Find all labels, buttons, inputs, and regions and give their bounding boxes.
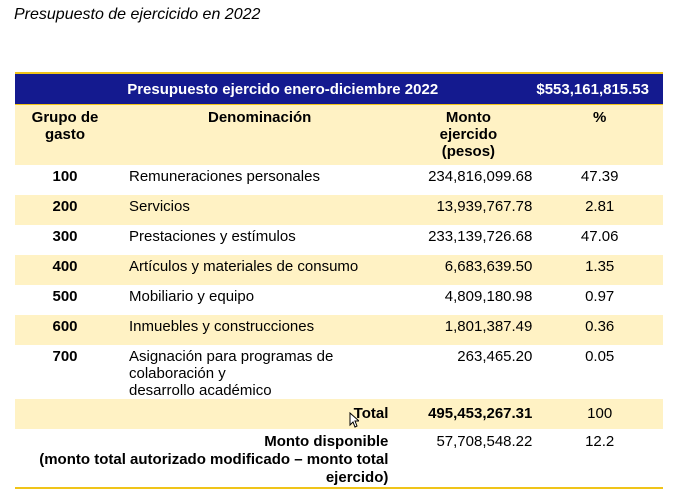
- table-row: 400 Artículos y materiales de consumo 6,…: [15, 254, 663, 285]
- column-header-amount-line2: ejercido: [439, 126, 498, 143]
- row-code: 500: [52, 287, 78, 305]
- row-name: Prestaciones y estímulos: [129, 227, 296, 245]
- row-code: 100: [52, 167, 78, 185]
- row-name: Artículos y materiales de consumo: [115, 254, 405, 285]
- row-pct: 0.97: [585, 287, 615, 305]
- row-pct: 47.06: [580, 227, 619, 245]
- row-name: Mobiliario y equipo: [129, 287, 255, 305]
- total-amount: 495,453,267.31: [404, 398, 537, 429]
- row-pct: 1.35: [536, 254, 663, 285]
- row-name-line2: desarrollo académico: [129, 381, 272, 399]
- available-pct: 12.2: [536, 428, 663, 489]
- budget-table: Presupuesto ejercido enero-diciembre 202…: [15, 72, 663, 489]
- row-amount: 263,465.20: [457, 347, 533, 365]
- table-row: 200 Servicios 13,939,767.78 2.81: [15, 194, 663, 225]
- column-header-amount: Monto ejercido (pesos): [404, 104, 537, 165]
- available-label: Monto disponible (monto total autorizado…: [15, 428, 405, 489]
- row-pct: 47.39: [580, 167, 619, 185]
- column-headers: Grupo de gasto Denominación Monto ejerci…: [15, 104, 663, 165]
- available-row: Monto disponible (monto total autorizado…: [15, 428, 663, 489]
- column-header-code: Grupo de gasto: [15, 104, 115, 165]
- available-amount: 57,708,548.22: [404, 428, 537, 489]
- table-row: 300 Prestaciones y estímulos 233,139,726…: [15, 225, 663, 255]
- row-name: Asignación para programas de colaboració…: [115, 345, 404, 399]
- row-code: 700: [52, 347, 78, 365]
- total-row: Total 495,453,267.31 100: [15, 398, 663, 429]
- row-code: 300: [52, 227, 78, 245]
- table-row: 500 Mobiliario y equipo 4,809,180.98 0.9…: [15, 285, 663, 315]
- header-total: $553,161,815.53: [536, 72, 663, 105]
- row-name: Remuneraciones personales: [129, 167, 320, 185]
- column-header-amount-line3: (pesos): [441, 143, 496, 160]
- column-header-name: Denominación: [115, 104, 405, 165]
- column-header-code-line2: gasto: [44, 126, 85, 143]
- table-row: 600 Inmuebles y construcciones 1,801,387…: [15, 314, 663, 345]
- table-header-band: Presupuesto ejercido enero-diciembre 202…: [15, 72, 663, 105]
- header-title: Presupuesto ejercido enero-diciembre 202…: [15, 72, 537, 105]
- row-pct: 0.05: [585, 347, 615, 365]
- available-label-line3: ejercido): [325, 468, 389, 486]
- row-name-line1: Asignación para programas de colaboració…: [129, 347, 334, 382]
- column-header-amount-line1: Monto: [445, 109, 491, 126]
- available-label-line1: Monto disponible: [264, 432, 389, 450]
- row-amount: 4,809,180.98: [444, 287, 533, 305]
- column-header-pct: %: [536, 104, 663, 165]
- table-row: 100 Remuneraciones personales 234,816,09…: [15, 165, 663, 195]
- row-amount: 1,801,387.49: [404, 314, 537, 345]
- row-code: 600: [15, 314, 115, 345]
- mouse-cursor-icon: [349, 412, 359, 428]
- column-header-code-line1: Grupo de: [31, 109, 99, 126]
- row-amount: 6,683,639.50: [404, 254, 537, 285]
- table-row: 700 Asignación para programas de colabor…: [15, 345, 663, 399]
- row-code: 400: [15, 254, 115, 285]
- total-pct: 100: [536, 398, 663, 429]
- row-name: Inmuebles y construcciones: [115, 314, 405, 345]
- row-pct: 0.36: [536, 314, 663, 345]
- row-pct: 2.81: [536, 194, 663, 225]
- total-label: Total: [15, 398, 405, 429]
- row-amount: 233,139,726.68: [428, 227, 533, 245]
- row-name: Servicios: [115, 194, 405, 225]
- document-title: Presupuesto de ejercicido en 2022: [14, 6, 261, 23]
- row-code: 200: [15, 194, 115, 225]
- available-label-line2: (monto total autorizado modificado – mon…: [39, 450, 389, 468]
- row-amount: 13,939,767.78: [404, 194, 537, 225]
- row-amount: 234,816,099.68: [428, 167, 533, 185]
